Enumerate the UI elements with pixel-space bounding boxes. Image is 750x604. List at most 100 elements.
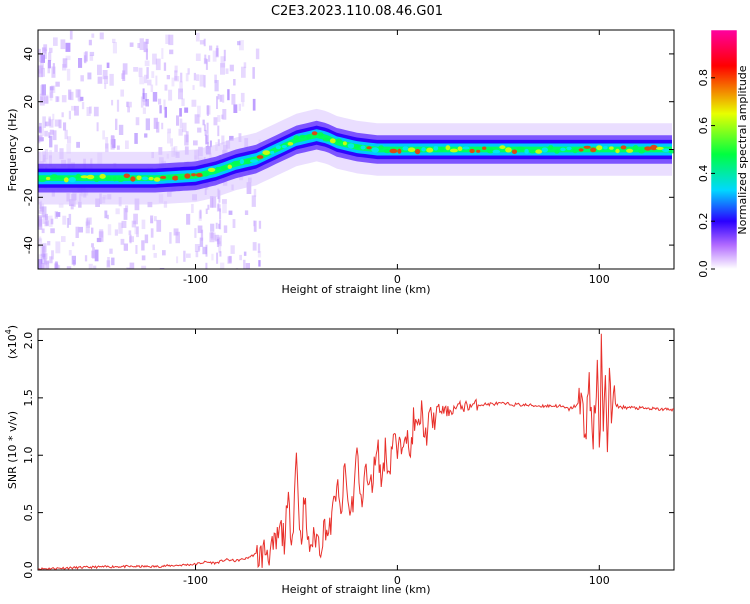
noise-speck: [145, 48, 148, 60]
ridge-hotspot: [535, 149, 543, 154]
noise-speck: [39, 61, 44, 70]
noise-speck: [43, 96, 49, 104]
ridge-hotspot: [293, 135, 300, 141]
noise-speck: [38, 65, 44, 78]
noise-speck: [86, 219, 90, 228]
noise-speck: [215, 48, 219, 58]
ridge-hotspot: [160, 175, 167, 179]
noise-speck: [179, 118, 183, 129]
ridge-hotspot: [322, 137, 331, 142]
noise-speck: [81, 101, 85, 110]
spectrogram-y-ticks: -40 -20 0 20 40: [22, 47, 674, 254]
ridge-hotspot: [524, 148, 529, 154]
noise-speck: [159, 105, 162, 114]
noise-speck: [88, 39, 92, 46]
noise-speck: [187, 68, 190, 75]
noise-speck: [46, 261, 50, 269]
noise-speck: [89, 106, 92, 114]
ridge-hotspot: [426, 147, 434, 153]
noise-speck: [61, 112, 64, 118]
ridge-hotspot: [529, 149, 537, 154]
noise-speck: [194, 244, 200, 252]
ridge-hotspot: [317, 132, 324, 137]
noise-speck: [93, 265, 97, 269]
noise-speck: [204, 54, 207, 64]
noise-speck: [68, 250, 72, 256]
noise-speck: [219, 208, 222, 220]
ridge-hotspot: [449, 148, 458, 153]
noise-speck: [245, 263, 250, 269]
noise-speck: [241, 66, 246, 78]
noise-speck: [199, 209, 202, 219]
noise-speck: [56, 264, 59, 269]
noise-speck: [145, 118, 150, 131]
noise-speck: [104, 210, 108, 219]
ridge-hotspot: [112, 176, 117, 182]
noise-speck: [181, 98, 185, 106]
noise-speck: [163, 201, 168, 208]
colorbar-label: Normalized spectral amplitude: [736, 65, 749, 234]
ridge-hotspot: [397, 148, 402, 154]
noise-speck: [78, 58, 83, 68]
noise-speck: [122, 63, 128, 75]
noise-speck: [161, 122, 164, 130]
colorbar-gradient: [711, 30, 737, 269]
noise-speck: [174, 70, 178, 81]
spectrogram-ridge: [38, 108, 674, 205]
noise-speck: [38, 209, 41, 214]
noise-speck: [62, 58, 68, 68]
noise-speck: [87, 72, 92, 80]
ridge-hotspot: [191, 173, 196, 177]
noise-speck: [78, 98, 82, 103]
snr-frame: [37, 328, 675, 571]
ridge-hotspot: [287, 142, 294, 146]
ridge-hotspot: [130, 176, 136, 182]
noise-speck: [121, 220, 127, 228]
noise-speck: [45, 220, 49, 227]
noise-speck: [53, 37, 58, 46]
noise-speck: [158, 147, 163, 155]
noise-speck: [54, 119, 60, 127]
noise-speck: [49, 129, 54, 135]
noise-speck: [153, 253, 157, 258]
noise-speck: [232, 219, 236, 228]
noise-speck: [54, 144, 58, 152]
noise-speck: [91, 33, 95, 38]
noise-speck: [179, 81, 183, 93]
noise-speck: [207, 55, 211, 62]
ridge-hotspot: [371, 147, 380, 153]
noise-speck: [202, 246, 207, 255]
noise-speck: [220, 63, 225, 75]
noise-speck: [206, 134, 209, 144]
noise-speck: [93, 106, 99, 117]
noise-speck: [207, 142, 209, 149]
noise-speck: [50, 228, 55, 234]
noise-speck: [60, 39, 66, 50]
noise-speck: [58, 119, 62, 129]
noise-speck: [48, 116, 51, 127]
noise-speck: [215, 222, 218, 229]
noise-speck: [135, 117, 140, 126]
ridge-hotspot: [668, 149, 674, 154]
noise-speck: [52, 63, 55, 74]
noise-speck: [118, 124, 124, 135]
noise-speck: [48, 215, 53, 227]
noise-speck: [40, 203, 45, 212]
noise-speck: [49, 86, 55, 91]
ridge-hotspot: [342, 141, 347, 146]
noise-speck: [86, 217, 92, 225]
noise-speck: [218, 190, 221, 203]
noise-speck: [219, 94, 223, 102]
noise-speck: [139, 76, 145, 85]
noise-speck: [49, 86, 54, 98]
noise-speck: [191, 204, 194, 213]
noise-speck: [44, 258, 47, 266]
noise-speck: [55, 81, 60, 87]
noise-speck: [221, 114, 224, 119]
noise-speck: [102, 70, 108, 80]
noise-speck: [40, 246, 44, 256]
noise-speck: [244, 210, 249, 215]
noise-speck: [216, 204, 221, 212]
